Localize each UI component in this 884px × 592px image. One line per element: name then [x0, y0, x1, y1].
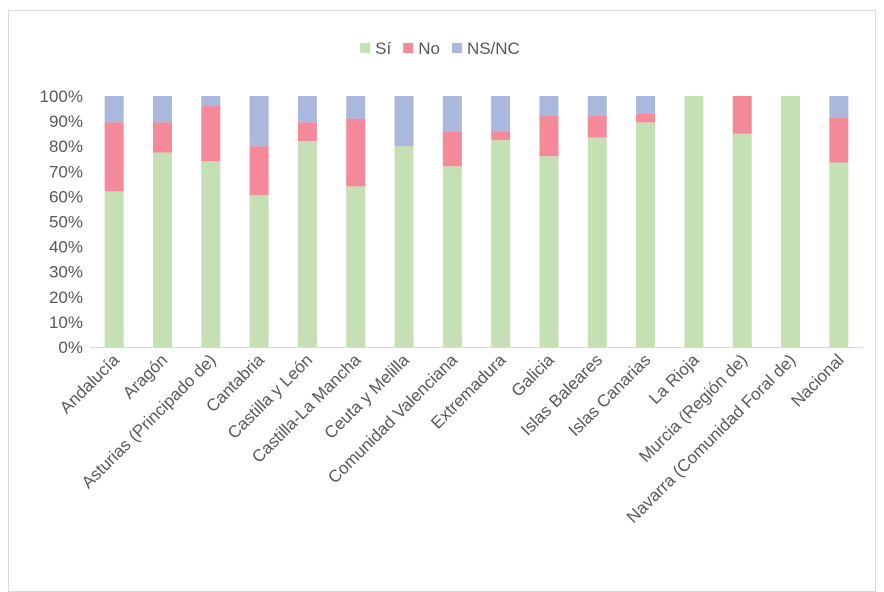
bar-segment: [539, 156, 559, 347]
x-tick-label: Ceuta y Melilla: [321, 350, 414, 443]
bar-segment: [491, 139, 511, 347]
legend-item: No: [403, 39, 440, 58]
bars: [104, 96, 849, 347]
legend-swatch: [403, 43, 414, 53]
y-axis: 0% 10% 20% 30% 40% 50% 60% 70% 80% 90% 100%: [40, 87, 83, 357]
bar-segment: [539, 96, 559, 117]
bar-segment: [732, 96, 752, 134]
bar-segment: [539, 116, 559, 157]
chart-frame: [8, 10, 876, 592]
y-tick-label: 100%: [40, 87, 83, 106]
bar-segment: [587, 137, 607, 347]
bar-segment: [201, 106, 221, 162]
bar-segment: [442, 96, 462, 132]
bar-segment: [684, 96, 704, 347]
bar-segment: [781, 96, 801, 347]
y-tick-label: 80%: [49, 137, 83, 156]
bar-segment: [346, 96, 366, 119]
bar-segment: [636, 122, 656, 347]
bar-segment: [297, 122, 317, 142]
bar-segment: [442, 166, 462, 347]
bar-segment: [249, 96, 269, 147]
y-tick-label: 40%: [49, 238, 83, 257]
bar-segment: [587, 116, 607, 138]
bar-segment: [491, 131, 511, 140]
bar-segment: [636, 113, 656, 123]
y-tick-label: 10%: [49, 313, 83, 332]
y-tick-label: 60%: [49, 187, 83, 206]
legend: Sí No NS/NC: [360, 39, 520, 58]
bar-segment: [201, 96, 221, 107]
bar-segment: [104, 96, 124, 123]
bar-segment: [104, 122, 124, 192]
bar-segment: [442, 131, 462, 167]
x-tick-label: Andalucía: [56, 350, 123, 417]
legend-item: Sí: [360, 39, 391, 58]
y-tick-label: 70%: [49, 162, 83, 181]
y-tick-label: 50%: [49, 213, 83, 232]
bar-segment: [491, 96, 511, 132]
legend-swatch: [360, 43, 371, 53]
bar-segment: [829, 162, 849, 347]
bar-segment: [104, 191, 124, 347]
bar-segment: [152, 152, 172, 347]
bar-segment: [297, 141, 317, 347]
legend-swatch: [451, 43, 462, 53]
y-tick-label: 90%: [49, 112, 83, 131]
bar-segment: [732, 133, 752, 347]
legend-label: Sí: [375, 39, 391, 58]
bar-segment: [201, 161, 221, 347]
bar-segment: [394, 146, 414, 347]
bar-segment: [152, 96, 172, 123]
bar-segment: [249, 146, 269, 196]
x-tick-label: Castilla y León: [224, 350, 316, 442]
y-tick-label: 0%: [58, 338, 83, 357]
bar-segment: [249, 195, 269, 347]
y-tick-label: 30%: [49, 263, 83, 282]
bar-segment: [346, 186, 366, 347]
bar-segment: [829, 117, 849, 163]
bar-segment: [346, 118, 366, 187]
x-tick-label: Nacional: [787, 350, 847, 410]
legend-label: NS/NC: [467, 39, 520, 58]
bar-segment: [829, 96, 849, 118]
legend-item: NS/NC: [451, 39, 520, 58]
y-tick-label: 20%: [49, 288, 83, 307]
bar-segment: [394, 96, 414, 147]
bar-segment: [297, 96, 317, 123]
bar-segment: [152, 122, 172, 153]
legend-label: No: [418, 39, 440, 58]
bar-segment: [636, 96, 656, 114]
bar-segment: [587, 96, 607, 117]
